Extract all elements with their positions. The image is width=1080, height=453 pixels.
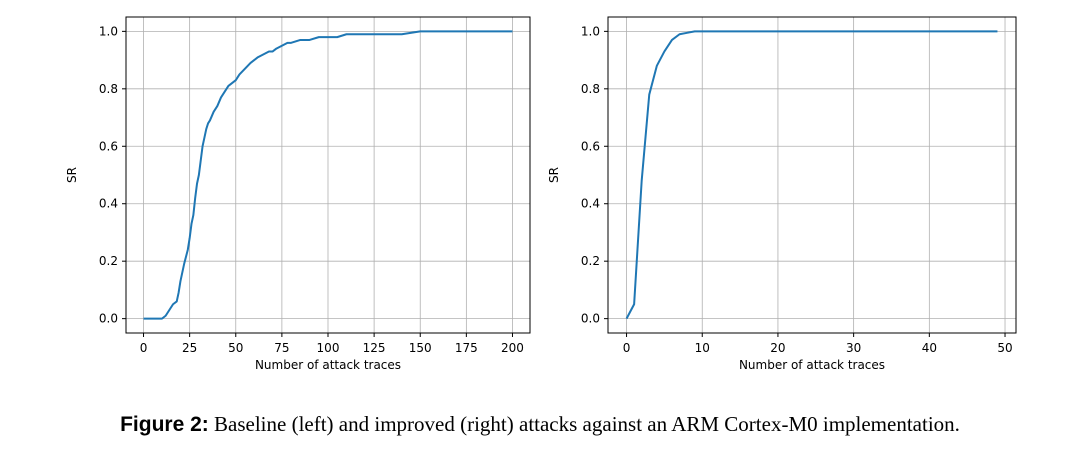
caption-label: Figure 2:	[120, 413, 209, 436]
x-tick-label: 175	[455, 341, 478, 355]
y-axis-label: SR	[547, 167, 561, 183]
y-tick-label: 0.4	[581, 197, 600, 211]
y-tick-label: 0.6	[581, 139, 600, 153]
y-tick-label: 0.6	[99, 139, 118, 153]
x-tick-label: 150	[409, 341, 432, 355]
x-tick-label: 40	[922, 341, 937, 355]
plot-left-baseline: 0 25 50 75 100 125 150 175 200 0.0 0.2 0.4 0.6 0.8 1.0…	[65, 16, 531, 372]
y-tick-label: 0.0	[581, 312, 600, 326]
x-axis-label: Number of attack traces	[739, 358, 885, 372]
x-tick-label: 50	[228, 341, 243, 355]
x-tick-label: 125	[363, 341, 386, 355]
x-tick-label: 30	[846, 341, 861, 355]
caption-text: Baseline (left) and improved (right) att…	[208, 412, 960, 436]
x-tick-label: 25	[182, 341, 197, 355]
y-tick-label: 0.4	[99, 197, 118, 211]
y-tick-label: 0.2	[99, 254, 118, 268]
plot-frame	[607, 16, 1017, 334]
y-axis-label: SR	[65, 167, 79, 183]
y-tick-label: 1.0	[581, 24, 600, 38]
series-line-0	[625, 30, 998, 320]
x-tick-label: 20	[770, 341, 785, 355]
figure-charts: 0 25 50 75 100 125 150 175 2000.00.20.40.60.81.0…	[65, 16, 1017, 372]
figure-caption: Figure 2: Baseline (left) and improved (…	[0, 412, 1080, 437]
x-tick-label: 50	[997, 341, 1012, 355]
y-tick-label: 1.0	[99, 24, 118, 38]
x-tick-label: 10	[695, 341, 710, 355]
x-tick-label: 200	[501, 341, 524, 355]
y-tick-label: 0.2	[581, 254, 600, 268]
x-tick-label: 100	[317, 341, 340, 355]
y-tick-label: 0.8	[581, 82, 600, 96]
x-tick-label: 0	[623, 341, 631, 355]
series-line-0	[143, 30, 513, 320]
y-tick-label: 0.0	[99, 312, 118, 326]
x-tick-label: 75	[274, 341, 289, 355]
plot-right-improved: 0 10 20 30 40 50 0.0 0.2 0.4 0.6 0.8 1.0 Number of a…	[547, 16, 1017, 372]
x-tick-label: 0	[140, 341, 148, 355]
x-axis-label: Number of attack traces	[255, 358, 401, 372]
y-tick-label: 0.8	[99, 82, 118, 96]
